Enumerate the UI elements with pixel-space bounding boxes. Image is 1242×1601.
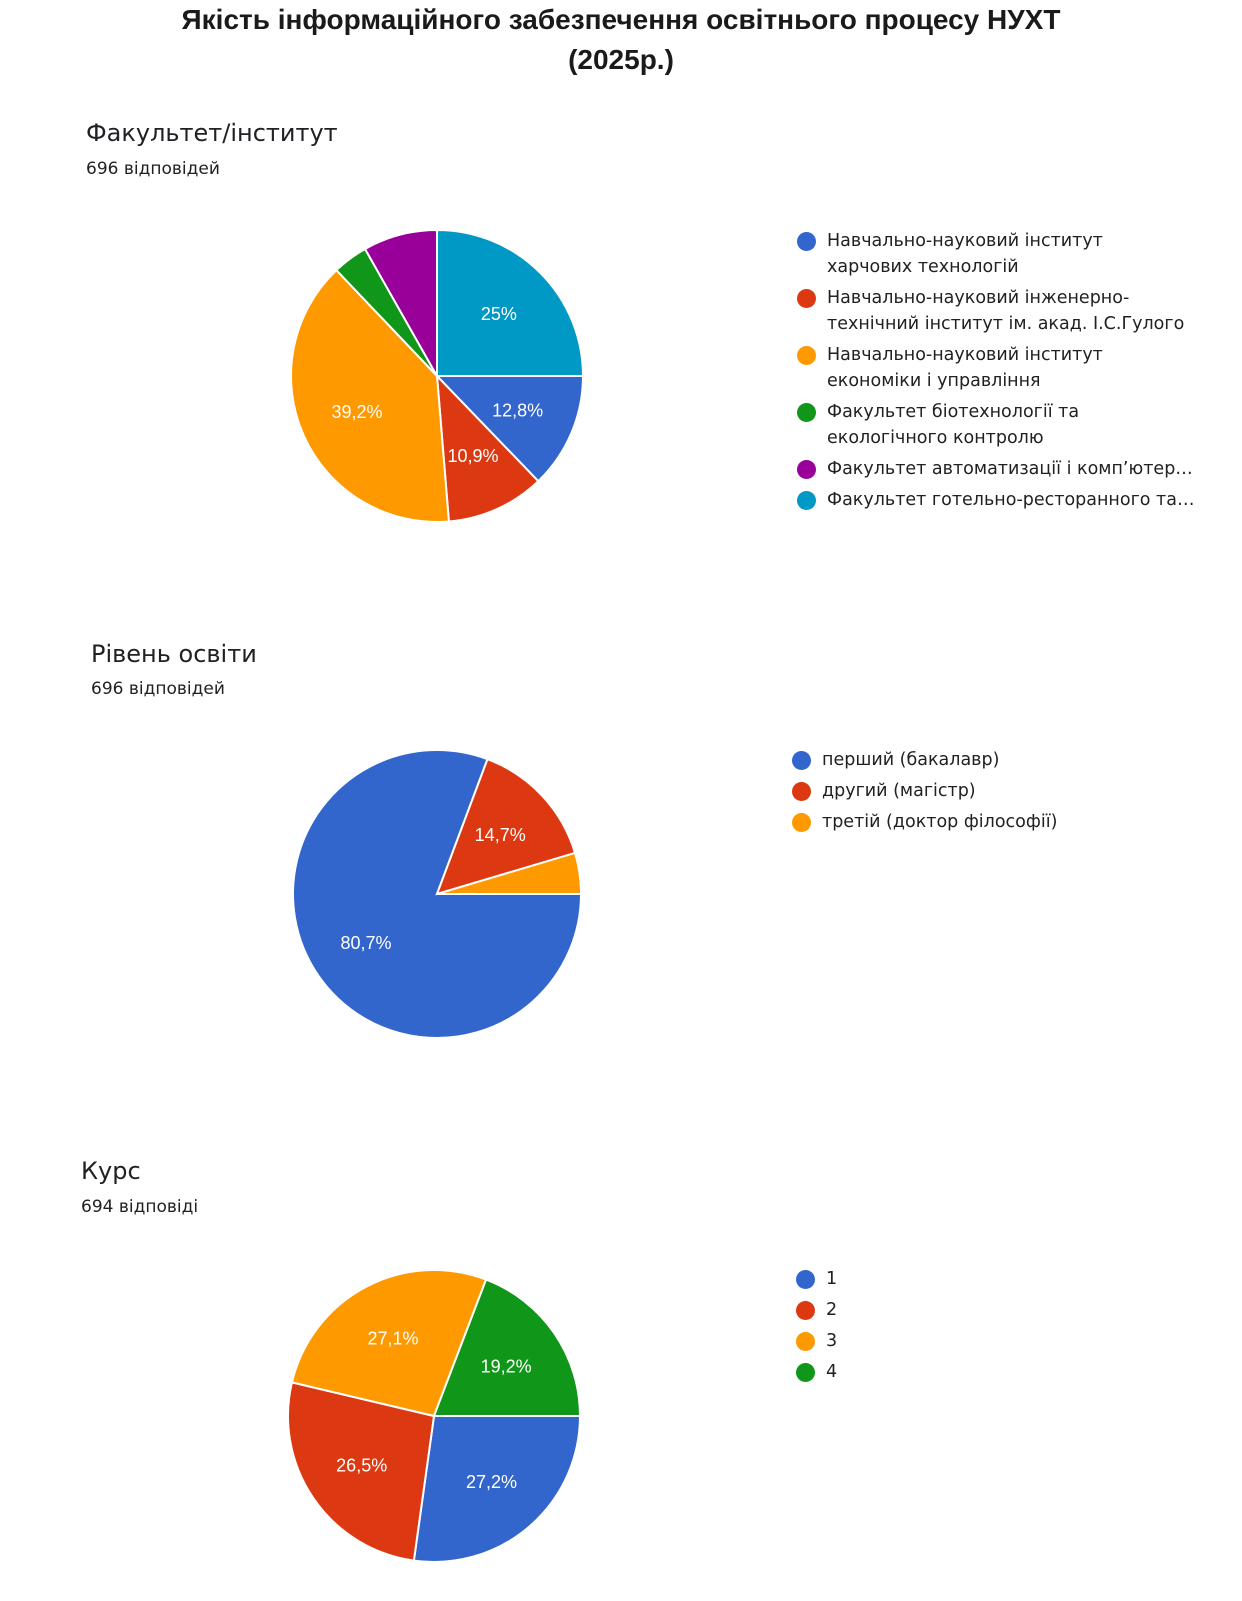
pie-slice-data-label: 26,5% <box>336 1456 387 1476</box>
legend-item: 2 <box>796 1297 837 1323</box>
legend-item: перший (бакалавр) <box>792 747 1057 773</box>
chart-title: Рівень освіти <box>91 640 257 668</box>
legend-color-dot-icon <box>796 1270 815 1289</box>
legend-label: Навчально-науковий інститут харчових техн… <box>827 231 1103 277</box>
pie-slice <box>436 228 585 377</box>
legend-item: Навчально-науковий інженерно-технічний і… <box>797 285 1194 337</box>
pie-slice-data-label: 14,7% <box>475 825 526 845</box>
pie-slice-data-label: 12,8% <box>492 400 543 420</box>
legend-color-dot-icon <box>797 491 816 510</box>
page-title: Якість інформаційного забезпечення освіт… <box>0 0 1242 80</box>
legend-color-dot-icon <box>797 460 816 479</box>
legend-label: 4 <box>826 1362 838 1382</box>
legend-label: Навчально-науковий інститут економіки і у… <box>827 345 1103 391</box>
legend-label: Факультет біотехнології та екологічного к… <box>827 402 1080 448</box>
legend-item: Факультет біотехнології та екологічного к… <box>797 399 1194 451</box>
legend-color-dot-icon <box>797 403 816 422</box>
legend-label: 3 <box>826 1331 838 1351</box>
legend-item: Навчально-науковий інститут харчових техн… <box>797 228 1194 280</box>
pie-slice-data-label: 10,9% <box>447 446 498 466</box>
pie-chart-faculty: 12,8% 10,9% 39,2% 25% <box>290 228 585 523</box>
pie-slice-data-label: 27,2% <box>466 1472 517 1492</box>
pie-slice-data-label: 27,1% <box>367 1329 418 1349</box>
pie-slice <box>434 375 585 483</box>
pie-slice <box>287 1381 436 1562</box>
legend-color-dot-icon <box>796 1332 815 1351</box>
legend-label: Навчально-науковий інженерно-технічний і… <box>827 288 1185 334</box>
legend-label: 2 <box>826 1300 838 1320</box>
legend-item: 4 <box>796 1359 837 1385</box>
pie-slice <box>435 757 577 896</box>
legend-color-dot-icon <box>792 813 811 832</box>
legend-faculty: Навчально-науковий інститут харчових техн… <box>797 228 1194 518</box>
page-title-line-2: (2025р.) <box>568 44 674 75</box>
pie-slice-data-label: 25% <box>481 304 517 324</box>
pie-slice-data-label: 80,7% <box>340 933 391 953</box>
chart-title: Курс <box>81 1157 141 1185</box>
pie-slice <box>435 373 540 523</box>
legend-education-level: перший (бакалавр) другий (магістр) третій … <box>792 747 1057 840</box>
legend-color-dot-icon <box>792 751 811 770</box>
response-count: 696 відповідей <box>91 679 225 699</box>
legend-item: 3 <box>796 1328 837 1354</box>
legend-course: 1 2 3 4 <box>796 1266 837 1390</box>
pie-slice <box>436 851 583 895</box>
pie-slice <box>412 1415 582 1564</box>
response-count: 694 відповіді <box>81 1197 199 1217</box>
pie-slice <box>290 268 450 523</box>
legend-item: Факультет готельно-ресторанного та… <box>797 487 1194 513</box>
legend-color-dot-icon <box>792 782 811 801</box>
response-count: 696 відповідей <box>86 159 220 179</box>
legend-label: Факультет автоматизації і комп’ютер… <box>827 459 1193 479</box>
legend-color-dot-icon <box>797 346 816 365</box>
legend-label: перший (бакалавр) <box>822 750 1000 770</box>
legend-item: Навчально-науковий інститут економіки і у… <box>797 342 1194 394</box>
legend-label: 1 <box>826 1269 838 1289</box>
legend-color-dot-icon <box>797 289 816 308</box>
pie-chart-education-level: 80,7% 14,7% <box>292 749 583 1039</box>
legend-color-dot-icon <box>796 1301 815 1320</box>
pie-slice-data-label: 39,2% <box>331 402 382 422</box>
legend-item: 1 <box>796 1266 837 1292</box>
chart-title: Факультет/інститут <box>86 119 338 147</box>
legend-color-dot-icon <box>796 1363 815 1382</box>
legend-label: Факультет готельно-ресторанного та… <box>827 490 1195 510</box>
legend-item: другий (магістр) <box>792 778 1057 804</box>
page-title-line-1: Якість інформаційного забезпечення освіт… <box>181 4 1061 35</box>
legend-label: другий (магістр) <box>822 781 976 801</box>
legend-item: Факультет автоматизації і комп’ютер… <box>797 456 1194 482</box>
pie-slice <box>290 1269 488 1418</box>
pie-slice-data-label: 19,2% <box>481 1356 532 1376</box>
legend-item: третій (доктор філософії) <box>792 809 1057 835</box>
legend-label: третій (доктор філософії) <box>822 812 1058 832</box>
legend-color-dot-icon <box>797 232 816 251</box>
pie-slice <box>432 1278 582 1417</box>
